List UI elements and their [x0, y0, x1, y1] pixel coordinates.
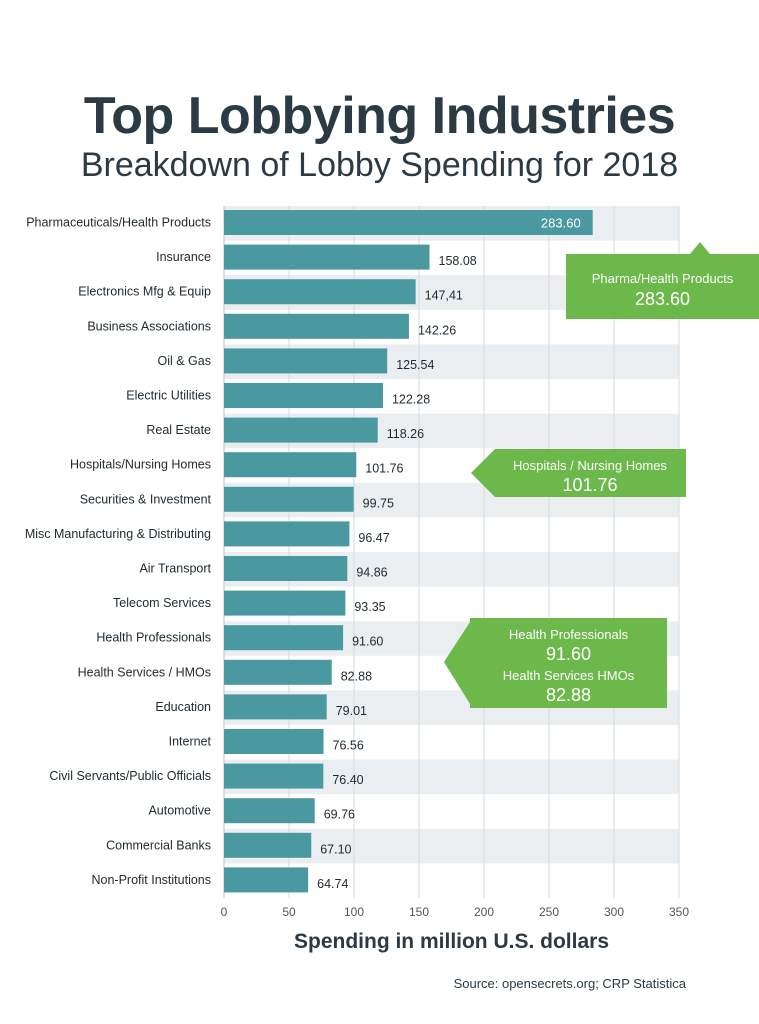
- x-tick-label: 50: [282, 905, 296, 919]
- category-label: Health Professionals: [96, 631, 211, 645]
- data-label: 99.75: [363, 496, 394, 510]
- category-label: Business Associations: [87, 319, 211, 333]
- bar: [224, 383, 383, 408]
- data-label: 125.54: [396, 358, 434, 372]
- callout-box: [566, 254, 759, 319]
- source-note: Source: opensecrets.org; CRP Statistica: [453, 976, 686, 991]
- callout-value: 101.76: [562, 475, 617, 495]
- category-label: Securities & Investment: [80, 492, 212, 506]
- data-label: 147,41: [425, 289, 463, 303]
- callout-label: Pharma/Health Products: [592, 271, 734, 286]
- category-label: Electric Utilities: [126, 389, 211, 403]
- chart-subtitle: Breakdown of Lobby Spending for 2018: [80, 146, 679, 184]
- category-label: Real Estate: [146, 423, 211, 437]
- category-label: Telecom Services: [113, 596, 211, 610]
- data-label: 79.01: [336, 704, 367, 718]
- bar: [224, 521, 350, 547]
- callout-label: Health Professionals: [509, 627, 629, 642]
- bar: [224, 867, 309, 893]
- x-tick-label: 0: [221, 905, 228, 919]
- category-label: Hospitals/Nursing Homes: [70, 458, 211, 472]
- data-label: 142.26: [418, 323, 456, 337]
- bar: [224, 348, 388, 374]
- data-label: 96.47: [358, 531, 389, 545]
- data-label: 64.74: [317, 877, 348, 891]
- callout-box: [495, 449, 686, 497]
- chart-title: Top Lobbying Industries: [83, 87, 676, 145]
- data-label: 76.56: [333, 739, 364, 753]
- data-label: 91.60: [352, 635, 383, 649]
- category-label: Non-Profit Institutions: [92, 873, 212, 887]
- callout-value: 91.60: [546, 644, 591, 664]
- data-label: 118.26: [387, 427, 424, 441]
- bar: [224, 452, 357, 478]
- category-label: Air Transport: [139, 562, 211, 576]
- category-label: Oil & Gas: [158, 354, 212, 368]
- bar: [224, 590, 346, 616]
- bar: [224, 798, 315, 824]
- data-label: 122.28: [392, 393, 430, 407]
- bar: [224, 659, 332, 685]
- bar: [224, 279, 416, 305]
- category-label: Electronics Mfg & Equip: [78, 285, 211, 299]
- bar: [224, 486, 354, 512]
- callout-pointer: [471, 449, 495, 497]
- data-label: 94.86: [356, 566, 387, 580]
- bar: [224, 313, 409, 339]
- callout-value: 82.88: [546, 685, 591, 705]
- x-tick-label: 100: [344, 905, 364, 919]
- callout-value: 283.60: [635, 289, 690, 309]
- x-tick-label: 200: [474, 905, 494, 919]
- x-tick-label: 350: [669, 905, 689, 919]
- bar: [224, 210, 593, 235]
- category-label: Misc Manufacturing & Distributing: [25, 527, 211, 541]
- callout-label: Health Services HMOs: [503, 668, 635, 683]
- category-label: Pharmaceuticals/Health Products: [26, 216, 211, 230]
- data-label: 82.88: [341, 669, 372, 683]
- data-label: 76.40: [332, 773, 363, 787]
- category-label: Automotive: [148, 804, 211, 818]
- data-label: 93.35: [354, 600, 385, 614]
- data-label: 158.08: [439, 254, 477, 268]
- data-label: 69.76: [324, 808, 355, 822]
- category-label: Health Services / HMOs: [78, 665, 211, 679]
- bar: [224, 694, 327, 720]
- x-tick-label: 250: [539, 905, 559, 919]
- data-label: 101.76: [365, 462, 403, 476]
- bar: [224, 417, 378, 443]
- data-label: 283.60: [541, 216, 581, 231]
- callout-label: Hospitals / Nursing Homes: [513, 458, 667, 473]
- category-label: Commercial Banks: [106, 838, 211, 852]
- category-label: Internet: [169, 735, 212, 749]
- callout-pointer: [444, 622, 470, 704]
- data-label: 67.10: [320, 842, 351, 856]
- bar: [224, 729, 324, 754]
- bar: [224, 832, 312, 858]
- bar: [224, 244, 430, 270]
- callout-box: [470, 618, 667, 708]
- bar: [224, 763, 324, 789]
- category-label: Education: [155, 700, 211, 714]
- category-label: Insurance: [156, 250, 211, 264]
- x-tick-label: 300: [604, 905, 624, 919]
- callout-pointer-tip: [690, 242, 710, 254]
- x-tick-label: 150: [409, 905, 429, 919]
- bar: [224, 556, 348, 581]
- x-axis-label: Spending in million U.S. dollars: [293, 930, 610, 953]
- bar: [224, 625, 344, 651]
- category-label: Civil Servants/Public Officials: [49, 769, 211, 783]
